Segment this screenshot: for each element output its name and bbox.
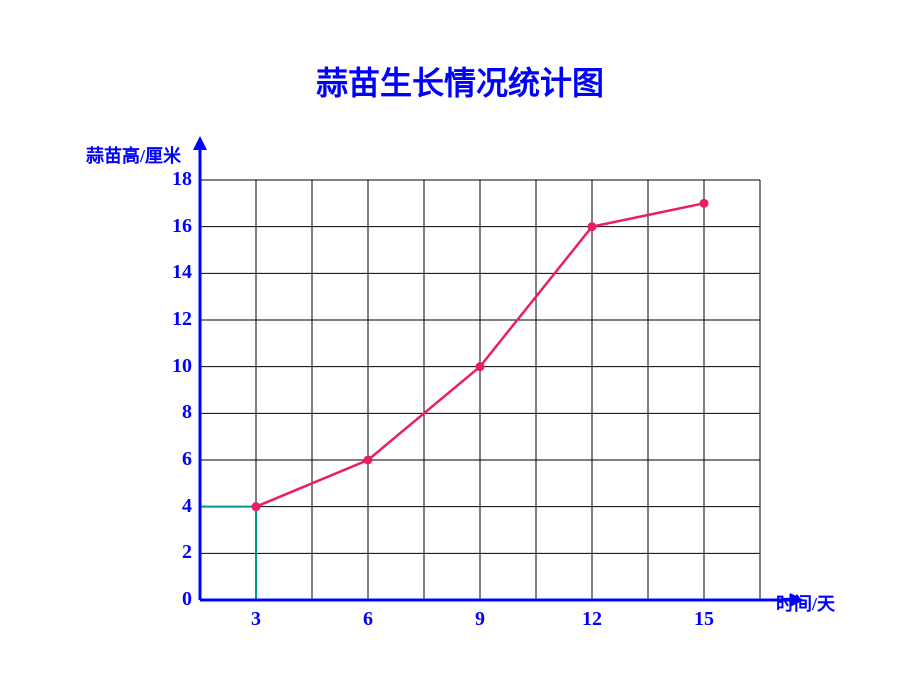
chart-title: 蒜苗生长情况统计图 <box>0 58 920 104</box>
x-tick-label: 6 <box>348 608 388 631</box>
y-tick-label: 12 <box>152 308 192 331</box>
y-tick-label: 18 <box>152 168 192 191</box>
y-tick-label: 8 <box>152 401 192 424</box>
y-tick-label: 6 <box>152 448 192 471</box>
x-tick-label: 15 <box>684 608 724 631</box>
y-tick-label: 0 <box>152 588 192 611</box>
x-tick-label: 9 <box>460 608 500 631</box>
y-tick-label: 10 <box>152 355 192 378</box>
x-tick-label: 3 <box>236 608 276 631</box>
y-tick-label: 14 <box>152 261 192 284</box>
x-tick-label: 12 <box>572 608 612 631</box>
y-tick-label: 16 <box>152 215 192 238</box>
y-tick-label: 2 <box>152 541 192 564</box>
chart-plot <box>156 136 804 644</box>
y-tick-label: 4 <box>152 495 192 518</box>
